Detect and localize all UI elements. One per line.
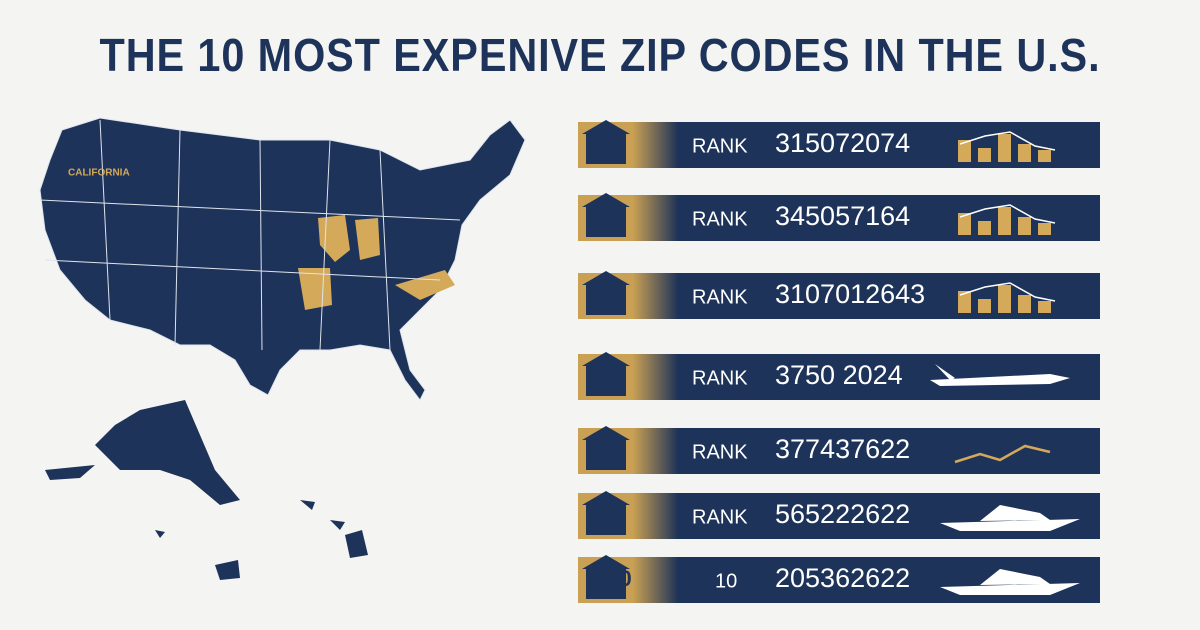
icon-roof bbox=[582, 193, 630, 207]
mini-bar bbox=[978, 299, 991, 313]
mini-bar bbox=[958, 213, 971, 235]
icon-roof bbox=[582, 352, 630, 366]
icon bbox=[586, 132, 626, 164]
mini-bar bbox=[1038, 223, 1051, 235]
ranking-list: RANK 315072074 RANK 345057164 RANK 3107012643… bbox=[578, 120, 1100, 603]
icon bbox=[586, 283, 626, 315]
rank-row: RANK 3750 2024 bbox=[578, 352, 1100, 400]
mini-trend bbox=[959, 131, 1056, 151]
icon-roof bbox=[582, 271, 630, 285]
mini-trend bbox=[959, 204, 1056, 224]
rank-row: RANK 345057164 bbox=[578, 193, 1100, 241]
icon-roof bbox=[582, 491, 630, 505]
zip-code: 3107012643 bbox=[775, 279, 925, 309]
state-gold bbox=[395, 270, 455, 300]
mini-bar bbox=[1038, 150, 1051, 162]
yacht bbox=[940, 505, 1080, 531]
rank-label: RANK bbox=[692, 367, 748, 389]
state-label: CALIFORNIA bbox=[68, 168, 130, 179]
icon bbox=[586, 567, 626, 599]
yacht bbox=[940, 569, 1080, 595]
rank-row: RANK 315072074 bbox=[578, 120, 1100, 168]
mini-bar bbox=[998, 285, 1011, 313]
icon-roof bbox=[582, 120, 630, 134]
rank-label: RANK bbox=[692, 506, 748, 528]
hawaii bbox=[155, 500, 368, 580]
mini-bar bbox=[978, 148, 991, 162]
rank-badge: -10 bbox=[600, 566, 632, 591]
rank-label: RANK bbox=[692, 286, 748, 308]
alaska-chain bbox=[45, 465, 95, 480]
mini-bar bbox=[1018, 144, 1031, 162]
mini-bar bbox=[978, 221, 991, 235]
zip-code: 377437622 bbox=[775, 434, 910, 464]
rank-row: RANK 377437622 bbox=[578, 426, 1100, 474]
title: THE 10 MOST EXPENIVE ZIP CODES IN THE U.… bbox=[99, 29, 1101, 81]
mini-bar bbox=[1038, 301, 1051, 313]
zip-code: 3750 2024 bbox=[775, 360, 903, 390]
alaska bbox=[95, 400, 240, 505]
icon bbox=[586, 364, 626, 396]
mainland bbox=[39, 117, 526, 401]
mini-bar bbox=[998, 134, 1011, 162]
icon bbox=[586, 438, 626, 470]
rank-row: -10 10 205362622 bbox=[578, 555, 1100, 603]
zip-code: 345057164 bbox=[775, 201, 910, 231]
icon bbox=[586, 503, 626, 535]
icon-roof bbox=[582, 426, 630, 440]
rank-label: RANK bbox=[692, 441, 748, 463]
state-gold bbox=[355, 218, 380, 260]
mini-bar bbox=[958, 291, 971, 313]
borders bbox=[39, 119, 461, 351]
icon bbox=[586, 205, 626, 237]
mini-bar bbox=[958, 140, 971, 162]
rank-label: RANK bbox=[692, 208, 748, 230]
mini-bar bbox=[998, 207, 1011, 235]
rank-label: RANK bbox=[692, 135, 748, 157]
us-map: CALIFORNIA bbox=[39, 117, 526, 580]
mini-bar bbox=[1018, 295, 1031, 313]
mini-trend bbox=[954, 444, 1051, 464]
rank-row: RANK 565222622 bbox=[578, 491, 1100, 539]
icon-roof bbox=[582, 555, 630, 569]
zip-code: 315072074 bbox=[775, 128, 910, 158]
zip-code: 205362622 bbox=[775, 563, 910, 593]
mini-bar bbox=[1018, 217, 1031, 235]
rank-row: RANK 3107012643 bbox=[578, 271, 1100, 319]
zip-code: 565222622 bbox=[775, 499, 910, 529]
rank-label: 10 bbox=[715, 570, 737, 592]
mini-trend bbox=[959, 282, 1056, 302]
jet bbox=[930, 364, 1070, 386]
